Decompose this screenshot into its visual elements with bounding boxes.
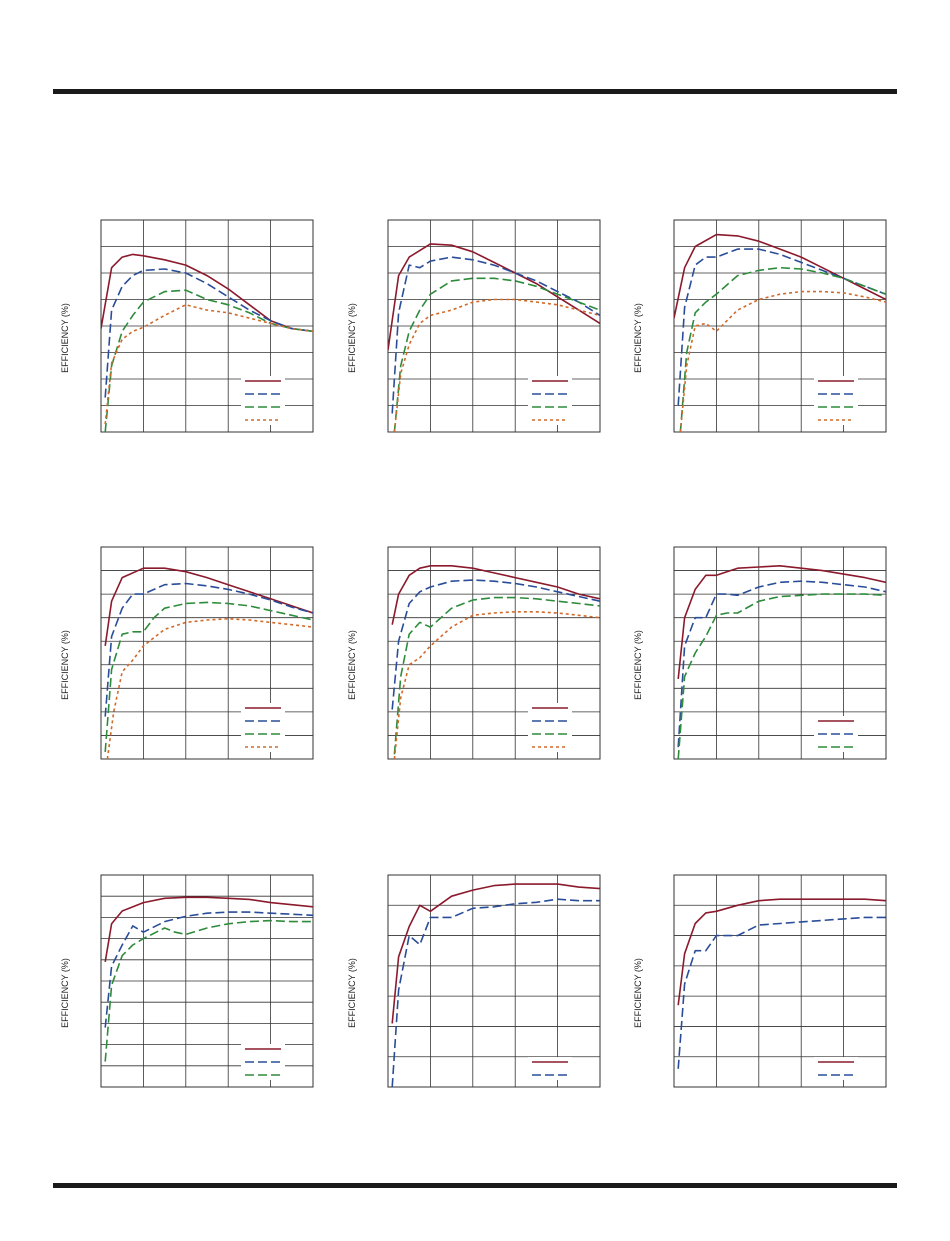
series-line-1 xyxy=(674,233,886,319)
series-line-1 xyxy=(104,896,313,963)
series-line-4 xyxy=(106,617,313,759)
series-line-2 xyxy=(677,248,886,406)
plot-frame xyxy=(100,874,314,1088)
series-line-1 xyxy=(101,253,313,333)
series-line-2 xyxy=(391,579,600,710)
plot-grid xyxy=(673,219,887,433)
plot-grid xyxy=(387,874,601,1088)
plot-grid xyxy=(387,546,601,760)
series-line-2 xyxy=(677,580,886,748)
series-line-2 xyxy=(104,911,313,1028)
series-line-2 xyxy=(677,916,886,1069)
y-axis-label: EFFICIENCY (%) xyxy=(633,303,643,373)
series-line-1 xyxy=(391,564,600,625)
plot-grid xyxy=(387,219,601,433)
legend-background xyxy=(814,1057,858,1080)
legend-background xyxy=(528,376,572,425)
plot-frame xyxy=(387,874,601,1088)
series-line-4 xyxy=(393,298,600,432)
legend-background xyxy=(241,703,285,752)
series-line-1 xyxy=(677,898,886,1006)
series-line-3 xyxy=(677,593,886,759)
plot-frame xyxy=(387,219,601,433)
series-line-3 xyxy=(679,266,886,432)
series-line-2 xyxy=(104,582,313,717)
series-line-4 xyxy=(679,290,886,432)
series-line-1 xyxy=(388,243,600,351)
y-axis-label: EFFICIENCY (%) xyxy=(60,630,70,700)
plot-frame xyxy=(673,874,887,1088)
plot-grid xyxy=(100,546,314,760)
plot-frame xyxy=(100,546,314,760)
y-axis-label: EFFICIENCY (%) xyxy=(347,303,357,373)
y-axis-label: EFFICIENCY (%) xyxy=(347,958,357,1028)
legend-background xyxy=(528,1057,572,1080)
series-line-3 xyxy=(104,601,313,752)
legend-background xyxy=(241,1044,285,1080)
plot-frame xyxy=(673,546,887,760)
legend-background xyxy=(814,376,858,425)
series-line-3 xyxy=(393,277,600,432)
series-line-1 xyxy=(677,564,886,679)
series-line-1 xyxy=(391,883,600,1024)
series-line-2 xyxy=(104,268,313,398)
plot-frame xyxy=(673,219,887,433)
legend-background xyxy=(528,703,572,752)
series-line-3 xyxy=(104,289,313,432)
y-axis-label: EFFICIENCY (%) xyxy=(347,630,357,700)
legend-background xyxy=(241,376,285,425)
y-axis-label: EFFICIENCY (%) xyxy=(633,630,643,700)
y-axis-label: EFFICIENCY (%) xyxy=(633,958,643,1028)
series-line-3 xyxy=(393,596,600,755)
plot-grid xyxy=(673,546,887,760)
series-line-4 xyxy=(104,303,313,425)
plot-grid xyxy=(100,219,314,433)
legend-background xyxy=(814,716,858,752)
plot-grid xyxy=(100,874,314,1088)
top-rule xyxy=(53,89,897,94)
plot-frame xyxy=(100,219,314,433)
y-axis-label: EFFICIENCY (%) xyxy=(60,958,70,1028)
bottom-rule xyxy=(53,1183,897,1188)
plot-grid xyxy=(673,874,887,1088)
series-line-3 xyxy=(104,919,313,1062)
series-line-1 xyxy=(104,567,313,647)
series-line-4 xyxy=(393,610,600,759)
series-line-2 xyxy=(391,898,600,1087)
series-line-2 xyxy=(391,256,600,414)
plot-frame xyxy=(387,546,601,760)
y-axis-label: EFFICIENCY (%) xyxy=(60,303,70,373)
